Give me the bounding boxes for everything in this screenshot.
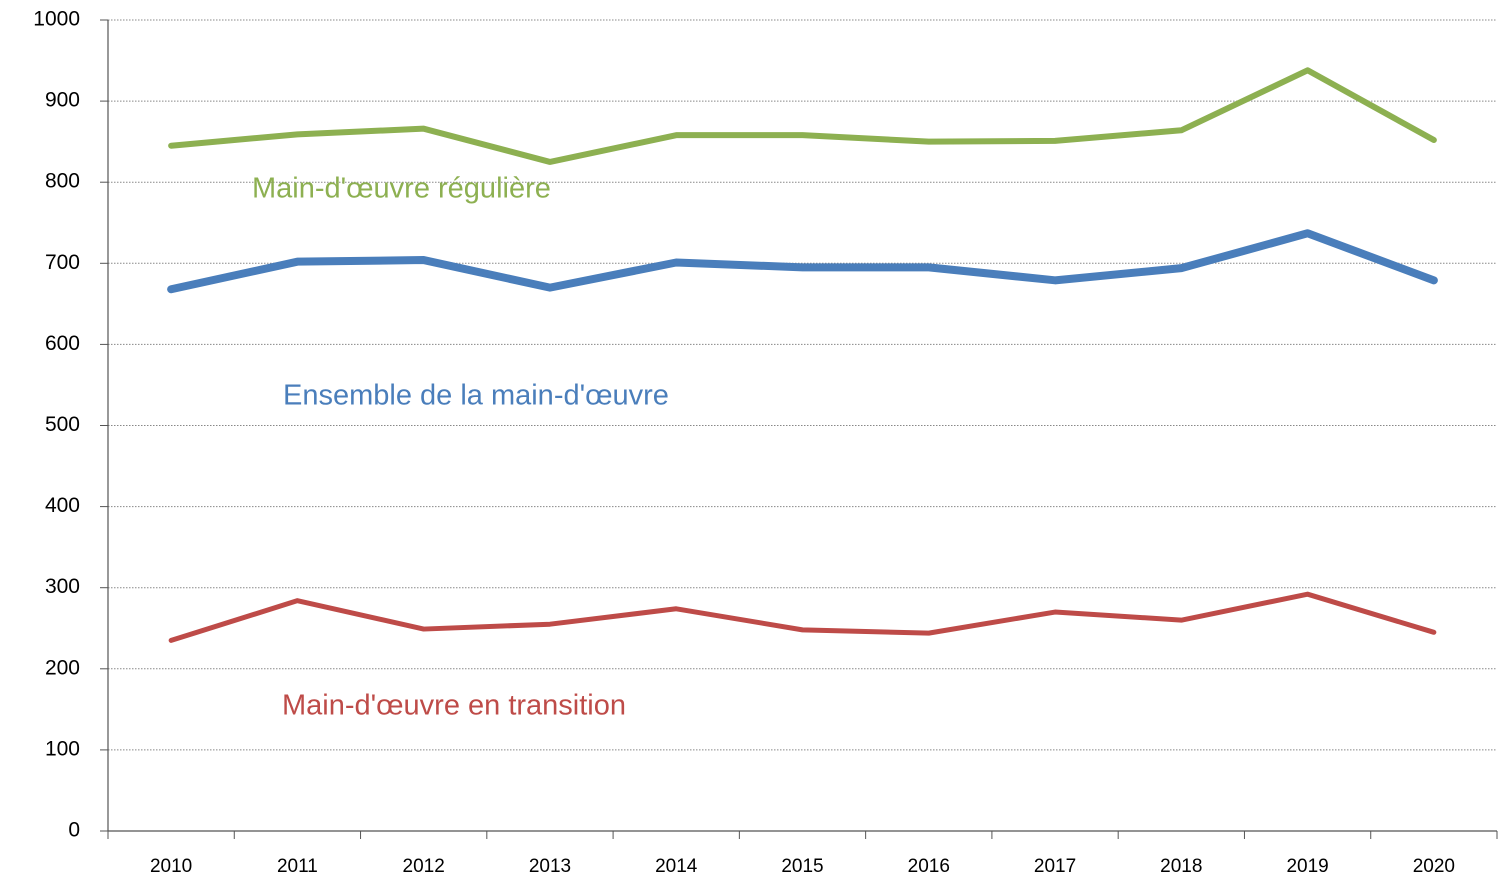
series-label: Main-d'œuvre en transition bbox=[282, 690, 626, 722]
x-tick-label: 2011 bbox=[277, 856, 318, 877]
y-tick-label: 800 bbox=[45, 170, 80, 193]
x-tick-label: 2018 bbox=[1160, 856, 1202, 877]
x-tick-label: 2015 bbox=[781, 856, 823, 877]
y-tick-label: 200 bbox=[45, 656, 80, 679]
x-tick-label: 2019 bbox=[1286, 856, 1328, 877]
series-line bbox=[168, 591, 1437, 643]
x-tick-label: 2016 bbox=[908, 856, 950, 877]
series-line bbox=[168, 67, 1437, 165]
y-tick-label: 100 bbox=[45, 737, 80, 760]
x-tick-label: 2020 bbox=[1413, 856, 1455, 877]
y-tick-label: 0 bbox=[68, 819, 80, 842]
y-tick-label: 700 bbox=[45, 251, 80, 274]
y-tick-label: 400 bbox=[45, 494, 80, 517]
x-tick-label: 2017 bbox=[1034, 856, 1076, 877]
series-label: Ensemble de la main-d'œuvre bbox=[283, 380, 669, 412]
y-tick-label: 900 bbox=[45, 89, 80, 112]
y-tick-label: 1000 bbox=[33, 8, 80, 31]
x-tick-label: 2014 bbox=[655, 856, 698, 877]
y-tick-label: 300 bbox=[45, 575, 80, 598]
x-tick-label: 2012 bbox=[403, 856, 445, 877]
x-tick-label: 2010 bbox=[150, 856, 192, 877]
x-tick-label: 2013 bbox=[529, 856, 571, 877]
series-label: Main-d'œuvre régulière bbox=[252, 173, 551, 205]
series-line bbox=[167, 229, 1438, 294]
y-tick-label: 500 bbox=[45, 413, 80, 436]
y-tick-label: 600 bbox=[45, 332, 80, 355]
